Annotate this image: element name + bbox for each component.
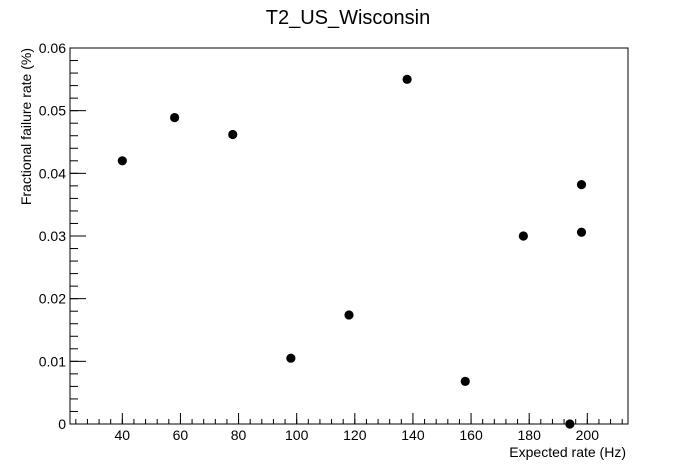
x-tick-label: 140 <box>401 427 425 443</box>
x-axis-label: Expected rate (Hz) <box>509 444 626 460</box>
y-tick-label: 0 <box>58 416 66 432</box>
y-tick-label: 0.02 <box>39 291 66 307</box>
x-tick-label: 160 <box>459 427 483 443</box>
data-point <box>117 156 127 166</box>
x-tick-label: 120 <box>343 427 367 443</box>
x-tick-label: 200 <box>576 427 600 443</box>
data-point <box>576 180 587 190</box>
data-point <box>460 376 470 386</box>
axis-tick-labels: 40 60 80 100 120 140 160 180 200 0 0.01 0.02 0.03 0.0… <box>39 40 599 443</box>
data-point <box>286 353 296 363</box>
x-tick-label: 100 <box>285 427 309 443</box>
x-tick-label: 40 <box>115 427 131 443</box>
data-point <box>402 74 412 84</box>
y-axis-label: Fractional failure rate (%) <box>18 48 34 205</box>
data-point <box>344 310 354 320</box>
data-point <box>170 112 180 123</box>
y-tick-label: 0.04 <box>39 165 66 181</box>
x-tick-label: 80 <box>231 427 247 443</box>
y-tick-label: 0.01 <box>39 353 66 369</box>
chart-title: T2_US_Wisconsin <box>266 7 431 29</box>
x-tick-label: 180 <box>518 427 542 443</box>
data-point <box>518 231 528 241</box>
data-point <box>576 227 587 237</box>
x-tick-label: 60 <box>173 427 189 443</box>
data-points <box>117 74 587 429</box>
plot-frame <box>69 47 629 425</box>
y-tick-label: 0.06 <box>39 40 66 56</box>
data-point <box>565 419 575 429</box>
data-point <box>228 129 238 140</box>
axis-ticks <box>70 47 623 425</box>
y-tick-label: 0.05 <box>39 103 66 119</box>
y-tick-label: 0.03 <box>39 228 66 244</box>
